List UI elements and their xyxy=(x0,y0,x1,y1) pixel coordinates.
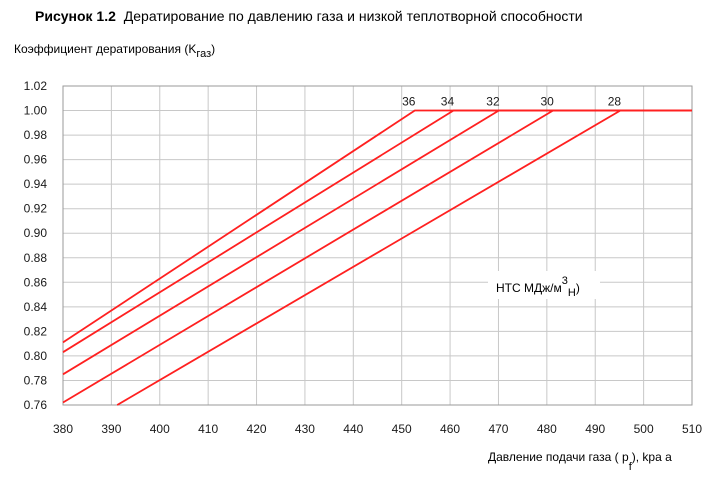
legend-note: НТС МДж/м3Н) xyxy=(488,271,600,299)
y-tick-label: 0.80 xyxy=(24,349,48,363)
x-tick-label: 390 xyxy=(101,422,121,436)
series-label-32: 32 xyxy=(486,95,500,109)
y-tick-label: 1.02 xyxy=(24,79,48,93)
x-tick-label: 500 xyxy=(634,422,654,436)
y-axis-label-close: ) xyxy=(211,42,215,56)
y-tick-label: 0.88 xyxy=(24,251,48,265)
legend-note-text: НТС МДж/м3Н) xyxy=(496,275,580,299)
series-label-36: 36 xyxy=(402,95,416,109)
y-tick-label: 0.78 xyxy=(24,373,48,387)
x-axis-label-subscript: f xyxy=(629,461,633,473)
x-axis-label: Давление подачи газа ( pf), kpa a xyxy=(488,450,672,473)
y-axis-label: Коэффициент дератирования (Kгаз) xyxy=(14,42,215,60)
y-axis-label-subscript: газ xyxy=(196,48,211,60)
y-axis-label-text: Коэффициент дератирования (K xyxy=(14,42,196,56)
y-tick-labels: 0.76 0.78 0.80 0.82 0.84 0.86 0.88 0.90 0.92 0.94… xyxy=(24,79,48,412)
x-tick-label: 470 xyxy=(488,422,508,436)
legend-note-label: НТС МДж/м xyxy=(496,281,562,295)
x-tick-label: 480 xyxy=(537,422,557,436)
x-tick-label: 400 xyxy=(150,422,170,436)
legend-note-close: ) xyxy=(576,281,580,295)
y-tick-label: 0.90 xyxy=(24,226,48,240)
x-tick-label: 490 xyxy=(585,422,605,436)
grid xyxy=(62,85,693,406)
figure-title-prefix: Рисунок 1.2 xyxy=(35,8,116,24)
legend-note-subscript: Н xyxy=(568,287,576,299)
y-tick-label: 0.96 xyxy=(24,153,48,167)
x-tick-label: 430 xyxy=(295,422,315,436)
legend-note-background xyxy=(488,271,600,299)
y-tick-label: 0.84 xyxy=(24,300,48,314)
x-tick-labels: 380 390 400 410 420 430 440 450 460 470 480 490 500 5… xyxy=(53,422,702,436)
y-tick-label: 0.82 xyxy=(24,324,48,338)
y-tick-label: 0.76 xyxy=(24,398,48,412)
x-tick-label: 440 xyxy=(343,422,363,436)
y-tick-label: 0.94 xyxy=(24,177,48,191)
figure-title-text: Дератирование по давлению газа и низкой … xyxy=(124,8,583,24)
x-tick-label: 410 xyxy=(198,422,218,436)
series-lines xyxy=(62,109,692,406)
x-tick-label: 420 xyxy=(247,422,267,436)
series-label-34: 34 xyxy=(441,95,455,109)
series-label-30: 30 xyxy=(540,95,554,109)
figure-title: Рисунок 1.2 Дератирование по давлению га… xyxy=(35,8,583,24)
y-tick-label: 1.00 xyxy=(24,104,48,118)
x-tick-label: 450 xyxy=(392,422,412,436)
series-label-28: 28 xyxy=(608,95,622,109)
x-tick-label: 510 xyxy=(682,422,702,436)
x-axis-label-text: Давление подачи газа ( p xyxy=(488,450,629,464)
plot-frame xyxy=(62,85,693,406)
legend-note-superscript: 3 xyxy=(562,275,568,287)
y-tick-label: 0.92 xyxy=(24,202,48,216)
x-axis-label-tail: ), kpa a xyxy=(632,450,672,464)
x-tick-label: 460 xyxy=(440,422,460,436)
y-tick-label: 0.98 xyxy=(24,128,48,142)
series-line-28 xyxy=(116,109,692,406)
y-tick-label: 0.86 xyxy=(24,275,48,289)
plot-area xyxy=(63,86,692,405)
x-tick-label: 380 xyxy=(53,422,73,436)
plot-background xyxy=(63,86,692,405)
series-labels: 36 34 32 30 28 xyxy=(402,95,621,109)
